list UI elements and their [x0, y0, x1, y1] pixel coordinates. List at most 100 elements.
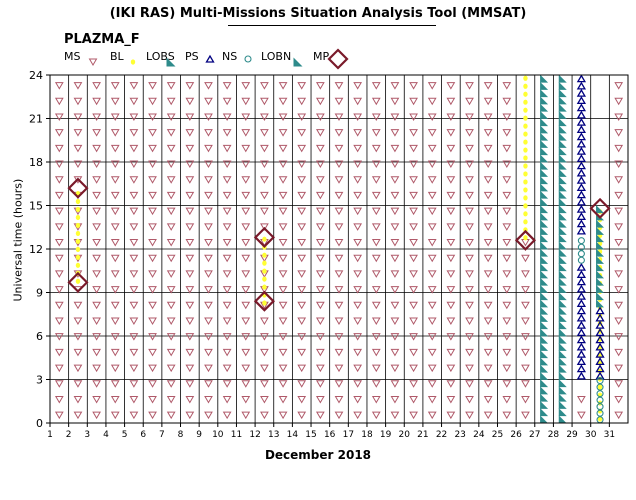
- ps-marker: [578, 337, 585, 343]
- ms-marker: [242, 255, 249, 261]
- ms-marker: [242, 98, 249, 104]
- ms-marker: [168, 287, 175, 293]
- lob-marker: [540, 82, 548, 90]
- ms-marker: [429, 287, 436, 293]
- ms-marker: [429, 412, 436, 418]
- bl-marker: [523, 179, 527, 184]
- ms-marker: [336, 177, 343, 183]
- ms-marker: [615, 334, 622, 340]
- ms-marker: [261, 145, 268, 151]
- ms-marker: [93, 192, 100, 198]
- ms-marker: [615, 240, 622, 246]
- y-tick-label: 15: [29, 200, 43, 213]
- ms-marker: [149, 412, 156, 418]
- lob-marker: [559, 357, 567, 365]
- ms-marker: [485, 287, 492, 293]
- lob-marker: [540, 234, 548, 242]
- ms-marker: [429, 192, 436, 198]
- ms-marker: [391, 302, 398, 308]
- ms-marker: [410, 224, 417, 230]
- ms-marker: [503, 318, 510, 324]
- x-tick-label: 15: [305, 430, 316, 440]
- y-tick-label: 9: [36, 287, 43, 300]
- ms-marker: [354, 224, 361, 230]
- ms-marker: [485, 208, 492, 214]
- ms-marker: [205, 114, 212, 120]
- ms-marker: [391, 334, 398, 340]
- x-tick-label: 4: [103, 430, 109, 440]
- ms-marker: [298, 396, 305, 402]
- ms-marker: [447, 177, 454, 183]
- ms-marker: [354, 412, 361, 418]
- x-tick-label: 9: [196, 430, 202, 440]
- ms-marker: [186, 98, 193, 104]
- ms-marker: [503, 302, 510, 308]
- ms-marker: [205, 365, 212, 371]
- ms-marker: [317, 192, 324, 198]
- x-tick-label: 27: [529, 430, 540, 440]
- bl-marker: [76, 199, 80, 204]
- ms-marker: [205, 412, 212, 418]
- ms-marker: [224, 208, 231, 214]
- ms-marker: [354, 83, 361, 89]
- ms-marker: [317, 302, 324, 308]
- x-tick-label: 29: [566, 430, 578, 440]
- ms-marker: [354, 287, 361, 293]
- ms-marker: [168, 192, 175, 198]
- ms-marker: [168, 130, 175, 136]
- ms-marker: [336, 98, 343, 104]
- ms-marker: [224, 271, 231, 277]
- ms-marker: [168, 271, 175, 277]
- ms-marker: [615, 114, 622, 120]
- ms-marker: [485, 130, 492, 136]
- ms-marker: [317, 318, 324, 324]
- ms-marker: [205, 396, 212, 402]
- ms-marker: [317, 271, 324, 277]
- ms-marker: [168, 255, 175, 261]
- ms-marker: [447, 287, 454, 293]
- ms-marker: [373, 412, 380, 418]
- ms-marker: [503, 83, 510, 89]
- ms-marker: [615, 177, 622, 183]
- lob-marker: [294, 58, 303, 67]
- ms-marker: [522, 255, 529, 261]
- ms-marker: [317, 240, 324, 246]
- ms-marker: [112, 318, 119, 324]
- ms-marker: [56, 334, 63, 340]
- lob-marker: [559, 270, 567, 278]
- ms-marker: [485, 271, 492, 277]
- ms-marker: [336, 83, 343, 89]
- lob-marker: [540, 220, 548, 228]
- ms-marker: [93, 302, 100, 308]
- ms-marker: [242, 224, 249, 230]
- bl-marker: [523, 235, 527, 240]
- ms-marker: [447, 365, 454, 371]
- ps-marker: [578, 163, 585, 169]
- ms-marker: [503, 255, 510, 261]
- ms-marker: [74, 365, 81, 371]
- ps-marker: [578, 322, 585, 328]
- ms-marker: [373, 130, 380, 136]
- lob-marker: [559, 408, 567, 416]
- ms-marker: [224, 192, 231, 198]
- ms-marker: [93, 349, 100, 355]
- ms-marker: [93, 83, 100, 89]
- ms-marker: [615, 302, 622, 308]
- ms-marker: [391, 192, 398, 198]
- ms-marker: [373, 255, 380, 261]
- ms-marker: [466, 208, 473, 214]
- ms-marker: [373, 192, 380, 198]
- ms-marker: [205, 83, 212, 89]
- ms-marker: [447, 271, 454, 277]
- ms-marker: [93, 145, 100, 151]
- ms-marker: [186, 145, 193, 151]
- ms-marker: [205, 177, 212, 183]
- ms-marker: [280, 224, 287, 230]
- ms-marker: [485, 83, 492, 89]
- ms-marker: [503, 145, 510, 151]
- bl-marker: [76, 247, 80, 252]
- x-tick-label: 30: [585, 430, 597, 440]
- ms-marker: [242, 287, 249, 293]
- ms-marker: [391, 318, 398, 324]
- ms-marker: [130, 240, 137, 246]
